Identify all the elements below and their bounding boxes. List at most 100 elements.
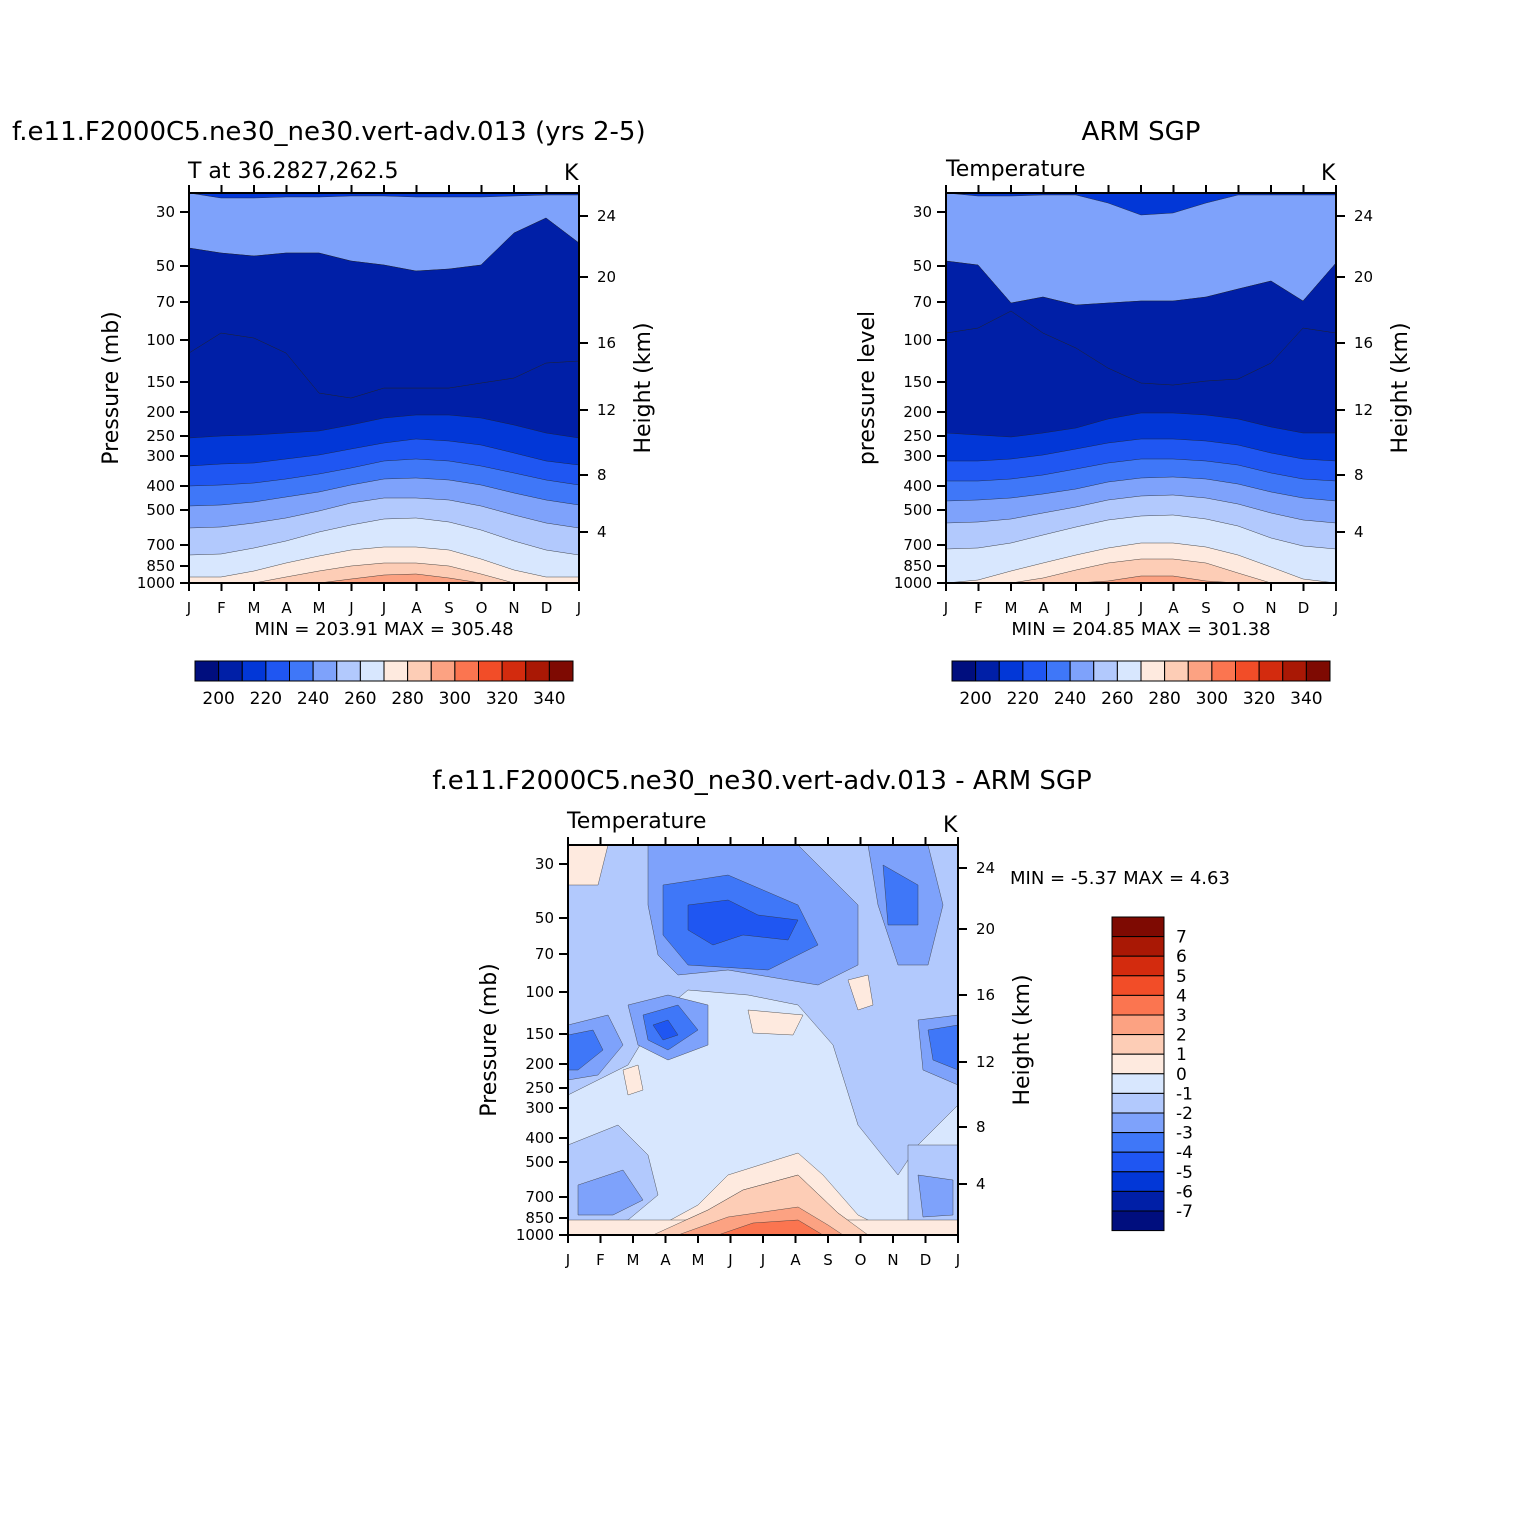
y2-tick-label: 8	[1354, 466, 1364, 484]
diff-contour	[622, 1064, 644, 1096]
x-tick-label: J	[1105, 599, 1110, 617]
y-tick-label: 250	[903, 427, 932, 445]
colorbar-label: 220	[250, 689, 282, 709]
colorbar-box	[1111, 1190, 1165, 1212]
x-tick-label: D	[1298, 599, 1310, 617]
y-tick-label: 150	[525, 1025, 554, 1043]
y-tick-label: 500	[525, 1153, 554, 1171]
y2-tick-label: 16	[597, 334, 616, 352]
colorbar-box	[1111, 994, 1165, 1016]
panel-obs-plot	[946, 193, 1336, 583]
colorbar-box	[998, 660, 1024, 682]
colorbar-label: 260	[344, 689, 376, 709]
colorbar-box	[218, 660, 243, 682]
y2-tick-label: 24	[597, 207, 616, 225]
y-tick-label: 400	[525, 1129, 554, 1147]
y2-tick-label: 4	[597, 523, 607, 541]
panel-obs-title: ARM SGP	[1082, 117, 1201, 147]
y-tick-label: 700	[146, 536, 175, 554]
y-tick-label: 50	[156, 257, 175, 275]
y2-tick-label: 20	[1354, 268, 1373, 286]
panel-diff-units: K	[943, 813, 958, 838]
y2-tick-label: 8	[597, 466, 607, 484]
colorbar-box	[1111, 1073, 1165, 1094]
y2-tick-label: 24	[1354, 207, 1373, 225]
contour-band-core	[946, 260, 1336, 386]
x-tick-label: J	[1333, 599, 1338, 617]
colorbar-label: 280	[391, 689, 423, 709]
diff-contour	[568, 1029, 604, 1071]
colorbar-box	[1093, 660, 1118, 682]
y2-tick-label: 12	[597, 401, 616, 419]
colorbar-box	[194, 660, 220, 682]
x-tick-label: M	[248, 599, 261, 617]
diff-contour	[568, 845, 609, 886]
colorbar-label: 320	[1243, 689, 1275, 709]
colorbar-label: -3	[1176, 1124, 1193, 1144]
diff-contour	[882, 864, 919, 926]
y2-tick-label: 12	[976, 1053, 995, 1071]
y-tick-label: 200	[903, 403, 932, 421]
y-tick-label: 150	[903, 373, 932, 391]
x-tick-label: J	[1138, 599, 1143, 617]
x-tick-label: N	[887, 1251, 898, 1269]
y-tick-label: 100	[903, 331, 932, 349]
colorbar-box	[1305, 660, 1331, 682]
x-tick-label: M	[1070, 599, 1083, 617]
y-tick-label: 70	[913, 293, 932, 311]
colorbar-label: -2	[1176, 1104, 1193, 1124]
colorbar-box	[478, 660, 503, 682]
y2-tick-label: 12	[1354, 401, 1373, 419]
colorbar-box	[1111, 1092, 1165, 1114]
y-tick-label: 30	[535, 855, 554, 873]
colorbar-label: -6	[1176, 1182, 1193, 1202]
colorbar-box	[1111, 1210, 1165, 1232]
x-tick-label: J	[186, 599, 191, 617]
y-tick-label: 200	[146, 403, 175, 421]
y-tick-label: 1000	[516, 1226, 554, 1244]
y-tick-label: 300	[146, 447, 175, 465]
x-tick-label: A	[790, 1251, 801, 1269]
panel-obs-ylabel-right: Height (km)	[1388, 322, 1413, 453]
y-tick-label: 400	[903, 477, 932, 495]
panel-model-ylabel: Pressure (mb)	[99, 311, 124, 465]
y2-tick-label: 8	[976, 1118, 986, 1136]
panel-obs-units: K	[1321, 161, 1336, 186]
panel-diff-left-label: Temperature	[566, 809, 706, 834]
colorbar-box	[1111, 936, 1165, 957]
y2-tick-label: 24	[976, 859, 995, 877]
y-tick-label: 30	[156, 203, 175, 221]
y-tick-label: 250	[525, 1079, 554, 1097]
y2-tick-label: 16	[1354, 334, 1373, 352]
y2-tick-label: 20	[597, 268, 616, 286]
colorbar-box	[265, 660, 290, 682]
colorbar-label: 240	[297, 689, 329, 709]
colorbar-label: 6	[1176, 947, 1187, 967]
colorbar-label: 1	[1176, 1045, 1187, 1065]
y-tick-label: 1000	[137, 574, 175, 592]
colorbar-label: 300	[1196, 689, 1228, 709]
x-tick-label: J	[943, 599, 948, 617]
y-tick-label: 100	[146, 331, 175, 349]
x-tick-label: O	[1233, 599, 1245, 617]
panel-diff-title: f.e11.F2000C5.ne30_ne30.vert-adv.013 - A…	[432, 766, 1091, 796]
x-tick-label: J	[348, 599, 353, 617]
contour-band	[189, 573, 579, 583]
colorbar-box	[241, 660, 267, 682]
x-tick-label: J	[955, 1251, 960, 1269]
y2-tick-label: 16	[976, 986, 995, 1004]
y-tick-label: 400	[146, 477, 175, 495]
colorbar-box	[525, 660, 550, 682]
colorbar-box	[1116, 660, 1142, 682]
y2-tick-label: 4	[1354, 523, 1364, 541]
colorbar-box	[1111, 1171, 1165, 1192]
x-tick-label: J	[760, 1251, 765, 1269]
panel-model-plot	[189, 193, 579, 583]
y-tick-label: 850	[525, 1209, 554, 1227]
colorbar-box	[407, 660, 432, 682]
colorbar-box	[501, 660, 527, 682]
panel-obs-ylabel: pressure level	[855, 311, 880, 465]
y2-tick-label: 4	[976, 1175, 986, 1193]
colorbar-box	[1164, 660, 1189, 682]
diff-contour	[577, 1169, 644, 1216]
